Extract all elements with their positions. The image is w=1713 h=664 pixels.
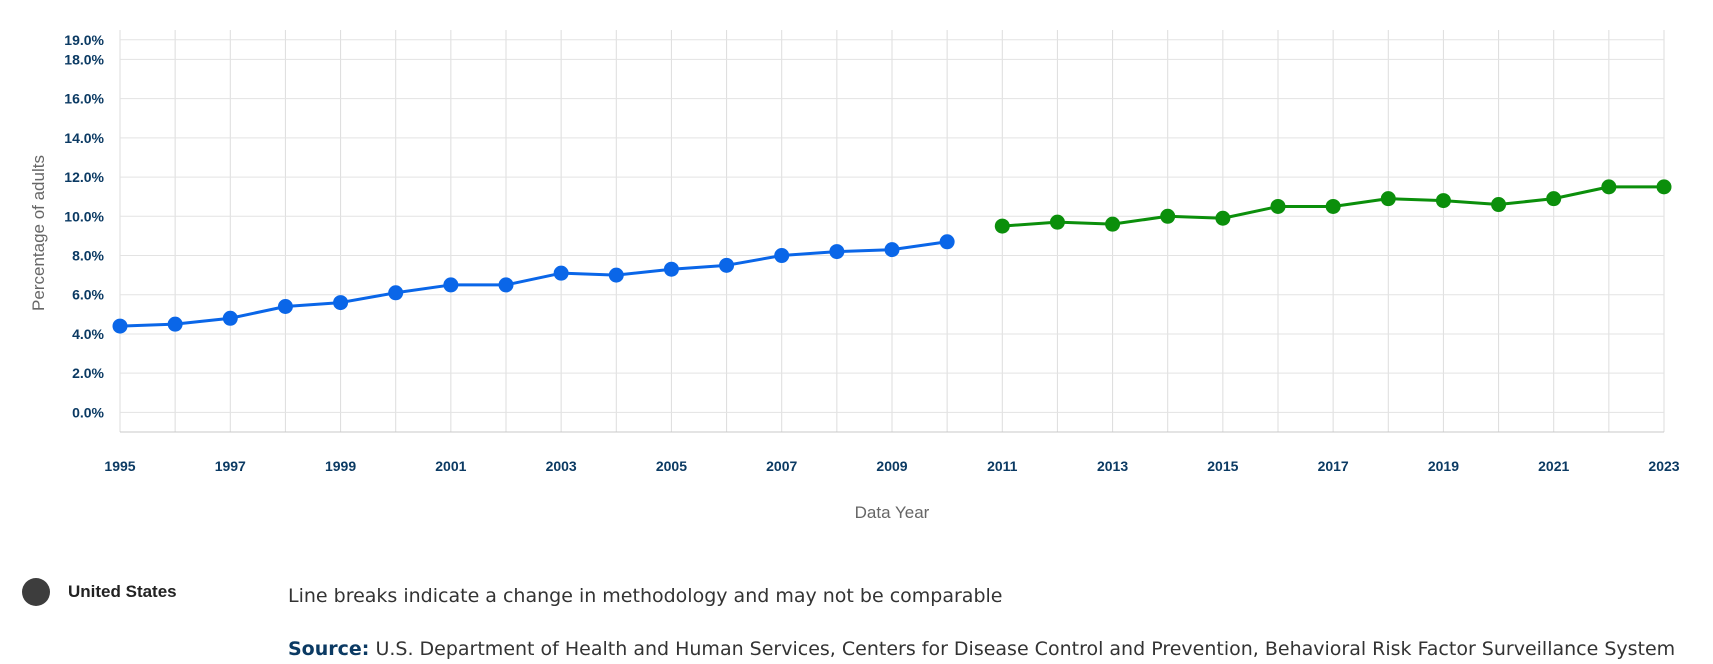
methodology-note: Line breaks indicate a change in methodo… — [288, 585, 1003, 607]
x-tick-label: 2009 — [876, 458, 907, 474]
x-tick-label: 2003 — [546, 458, 577, 474]
data-point-2023[interactable] — [1656, 179, 1672, 195]
x-tick-label: 2017 — [1318, 458, 1349, 474]
y-tick-label: 12.0% — [64, 169, 104, 185]
source-text: U.S. Department of Health and Human Serv… — [375, 638, 1676, 660]
data-point-2003[interactable] — [553, 265, 569, 281]
axes: 0.0% 2.0% 4.0% 6.0% 8.0% 10.0% 12.0% 14.0% 16.0%… — [64, 32, 1679, 474]
y-tick-label: 2.0% — [72, 365, 104, 381]
x-tick-label: 2007 — [766, 458, 797, 474]
y-tick-label: 16.0% — [64, 91, 104, 107]
source-line: Source: U.S. Department of Health and Hu… — [288, 638, 1675, 660]
data-point-2007[interactable] — [774, 248, 790, 264]
data-point-2016[interactable] — [1270, 198, 1286, 214]
x-axis-title: Data Year — [855, 503, 930, 522]
y-tick-label: 19.0% — [64, 32, 104, 48]
data-point-2014[interactable] — [1160, 208, 1176, 224]
trend-chart: 0.0% 2.0% 4.0% 6.0% 8.0% 10.0% 12.0% 14.0% 16.0%… — [29, 30, 1680, 522]
y-tick-label: 8.0% — [72, 248, 104, 264]
x-tick-label: 2001 — [435, 458, 466, 474]
data-point-2001[interactable] — [443, 277, 459, 293]
legend-marker-icon — [22, 578, 50, 606]
data-point-1998[interactable] — [277, 298, 293, 314]
data-point-2019[interactable] — [1435, 193, 1451, 209]
x-tick-label: 2019 — [1428, 458, 1459, 474]
series — [112, 179, 1672, 334]
data-point-2017[interactable] — [1325, 198, 1341, 214]
y-tick-label: 10.0% — [64, 208, 104, 224]
data-point-2013[interactable] — [1105, 216, 1121, 232]
legend-label-united-states: United States — [68, 582, 177, 601]
data-point-2008[interactable] — [829, 244, 845, 260]
x-tick-label: 2013 — [1097, 458, 1128, 474]
x-tick-label: 2011 — [987, 458, 1018, 474]
x-tick-label: 2023 — [1648, 458, 1679, 474]
y-tick-label: 0.0% — [72, 404, 104, 420]
x-tick-label: 1995 — [104, 458, 135, 474]
data-point-2002[interactable] — [498, 277, 514, 293]
data-point-2004[interactable] — [608, 267, 624, 283]
grid — [119, 30, 1665, 432]
y-tick-label: 6.0% — [72, 287, 104, 303]
data-point-2022[interactable] — [1601, 179, 1617, 195]
data-point-1996[interactable] — [167, 316, 183, 332]
source-label: Source: — [288, 638, 370, 660]
data-point-2000[interactable] — [388, 285, 404, 301]
legend[interactable]: United States — [22, 578, 177, 606]
data-point-2010[interactable] — [939, 234, 955, 250]
data-point-2020[interactable] — [1491, 197, 1507, 213]
data-point-2021[interactable] — [1546, 191, 1562, 207]
x-tick-label: 1999 — [325, 458, 356, 474]
data-point-2009[interactable] — [884, 242, 900, 258]
data-point-1997[interactable] — [222, 310, 238, 326]
y-tick-label: 14.0% — [64, 130, 104, 146]
y-tick-label: 4.0% — [72, 326, 104, 342]
x-tick-label: 2005 — [656, 458, 687, 474]
x-tick-label: 2021 — [1538, 458, 1569, 474]
x-tick-label: 2015 — [1207, 458, 1238, 474]
x-tick-label: 1997 — [215, 458, 246, 474]
data-point-1995[interactable] — [112, 318, 128, 334]
data-point-2005[interactable] — [663, 261, 679, 277]
data-point-2012[interactable] — [1049, 214, 1065, 230]
y-axis-title: Percentage of adults — [29, 155, 48, 311]
data-point-2015[interactable] — [1215, 210, 1231, 226]
y-tick-label: 18.0% — [64, 51, 104, 67]
data-point-2011[interactable] — [994, 218, 1010, 234]
data-point-2018[interactable] — [1380, 191, 1396, 207]
data-point-2006[interactable] — [719, 257, 735, 273]
series-line-1 — [119, 240, 948, 328]
data-point-1999[interactable] — [333, 295, 349, 311]
